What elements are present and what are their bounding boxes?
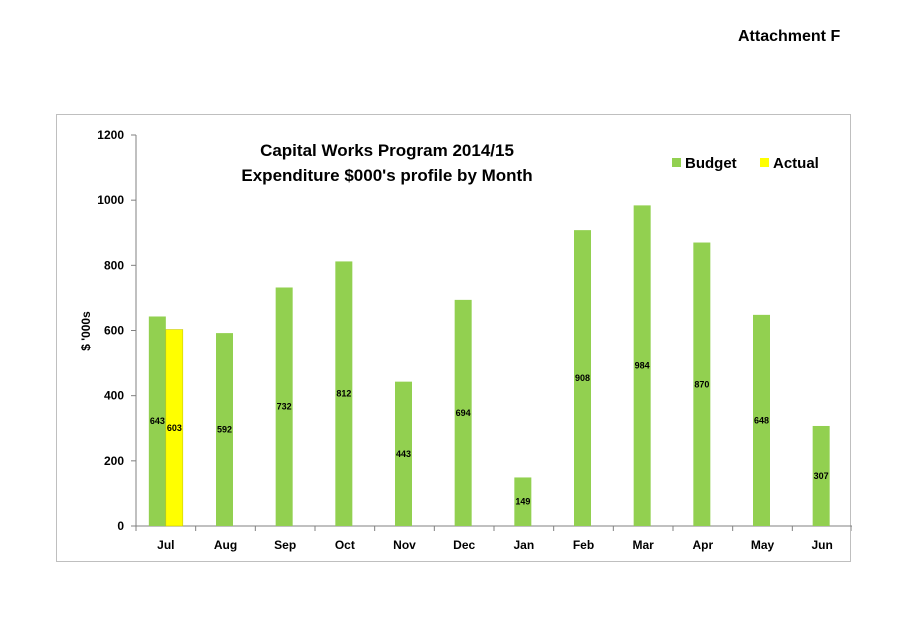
data-label-budget: 307: [814, 471, 829, 481]
y-tick-label: 200: [104, 454, 124, 468]
bar-budget: [693, 242, 711, 526]
legend-actual-swatch: [760, 158, 769, 167]
x-tick-label: May: [751, 538, 775, 552]
y-axis-label: $ '000s: [79, 311, 93, 351]
y-tick-label: 600: [104, 324, 124, 338]
x-tick-label: Sep: [274, 538, 296, 552]
attachment-label: Attachment F: [738, 28, 841, 45]
data-label-budget: 908: [575, 373, 590, 383]
y-tick-label: 1000: [97, 193, 124, 207]
data-label-budget: 984: [635, 361, 650, 371]
data-label-budget: 870: [694, 379, 709, 389]
bar-budget: [216, 333, 233, 526]
x-tick-label: Feb: [573, 538, 594, 552]
y-tick-label: 400: [104, 389, 124, 403]
data-label-budget: 694: [456, 408, 471, 418]
data-label-budget: 732: [277, 402, 292, 412]
x-tick-label: Nov: [393, 538, 416, 552]
bar-budget: [275, 287, 293, 526]
data-label-actual: 603: [167, 423, 182, 433]
chart-title-line1: Capital Works Program 2014/15: [260, 141, 514, 160]
bar-budget: [574, 230, 591, 526]
chart-axes: 0 200 400 600 800 1000 1200 Jul Aug Sep Oct Nov Dec J…: [97, 128, 852, 552]
bar-budget: [335, 261, 353, 526]
data-label-budget: 149: [515, 497, 530, 507]
bar-actual: [165, 329, 184, 527]
y-tick-label: 800: [104, 258, 124, 272]
x-tick-label: Apr: [692, 538, 713, 552]
legend-budget-swatch: [672, 158, 681, 167]
data-label-budget: 643: [150, 416, 165, 426]
bar-budget: [395, 381, 412, 526]
x-tick-label: Mar: [632, 538, 654, 552]
data-label-budget: 592: [217, 425, 232, 435]
bar-budget: [454, 299, 472, 526]
y-tick-label: 0: [117, 519, 124, 533]
x-tick-label: Oct: [335, 538, 355, 552]
legend-actual-label: Actual: [773, 155, 819, 172]
chart-legend: Budget Actual: [672, 155, 819, 172]
chart-title-line2: Expenditure $000's profile by Month: [241, 166, 532, 185]
chart-frame: 0 200 400 600 800 1000 1200 Jul Aug Sep Oct Nov Dec J…: [56, 114, 852, 562]
bar-budget: [812, 425, 830, 526]
bar-budget: [514, 477, 532, 526]
x-tick-label: Dec: [453, 538, 475, 552]
x-tick-label: Jun: [811, 538, 832, 552]
data-label-budget: 812: [336, 389, 351, 399]
bar-budget: [753, 314, 770, 526]
chart-bars: [148, 205, 830, 527]
y-tick-label: 1200: [97, 128, 124, 142]
chart-canvas: 0 200 400 600 800 1000 1200 Jul Aug Sep Oct Nov Dec J…: [79, 128, 852, 552]
data-label-budget: 443: [396, 449, 411, 459]
data-label-budget: 648: [754, 415, 769, 425]
x-tick-label: Aug: [214, 538, 237, 552]
bar-budget: [148, 316, 166, 526]
x-tick-label: Jan: [513, 538, 534, 552]
bar-budget: [633, 205, 651, 526]
x-tick-label: Jul: [157, 538, 174, 552]
legend-budget-label: Budget: [685, 155, 737, 172]
